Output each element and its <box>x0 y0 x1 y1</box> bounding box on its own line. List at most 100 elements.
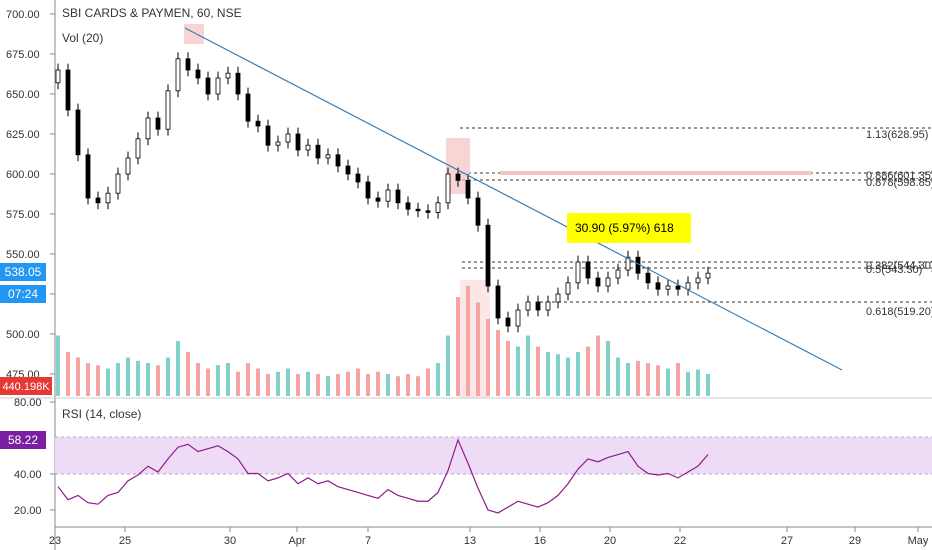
volume-bar <box>356 368 360 396</box>
volume-bar <box>126 357 130 396</box>
candle-body <box>345 165 351 175</box>
volume-bar <box>676 363 680 396</box>
symbol-title: SBI CARDS & PAYMEN, 60, NSE <box>62 6 242 20</box>
candle-body <box>375 197 381 202</box>
volume-bar <box>486 319 490 396</box>
time-axis-ticks[interactable]: 23 25 30 Apr 7 13 16 20 22 27 29 May <box>49 527 929 547</box>
time-tick-label: 22 <box>674 535 686 547</box>
volume-bar <box>286 368 290 396</box>
volume-bar <box>546 352 550 396</box>
volume-bar <box>176 341 180 396</box>
volume-bar <box>426 368 430 396</box>
volume-badge: 440.198K <box>0 377 52 395</box>
volume-bar <box>196 363 200 396</box>
volume-bar <box>526 335 530 396</box>
volume-bar <box>236 371 240 396</box>
time-tick-label: 29 <box>849 535 861 547</box>
candle-body <box>545 301 551 311</box>
candle-body <box>185 58 191 71</box>
candle-body <box>335 154 341 167</box>
volume-bar <box>596 335 600 396</box>
volume-bar <box>376 371 380 396</box>
candle-body <box>385 189 391 202</box>
candle-body <box>705 272 711 279</box>
candle-body <box>295 133 301 151</box>
rsi-label: RSI (14, close) <box>62 407 141 421</box>
rsi-value-badge: 58.22 <box>0 431 46 449</box>
price-tick-label: 625.00 <box>6 129 40 141</box>
trendline[interactable] <box>184 27 843 371</box>
volume-bar <box>626 363 630 396</box>
candle-body <box>685 282 691 290</box>
volume-bar <box>446 335 450 396</box>
measure-callout-text: 30.90 (5.97%) 618 <box>575 221 674 235</box>
candle-body <box>325 154 331 159</box>
candle-body <box>535 301 541 311</box>
highlight-box <box>184 24 204 44</box>
candle-body <box>165 90 171 130</box>
candle-body <box>505 317 511 327</box>
time-tick-label: 30 <box>224 535 236 547</box>
volume-bar <box>296 374 300 396</box>
time-tick-label: 13 <box>464 535 476 547</box>
rsi-band-fill <box>55 437 932 474</box>
candle-body <box>655 282 661 290</box>
candle-body <box>605 277 611 287</box>
fib-level-label: 0.618(519.20) <box>866 306 932 318</box>
candle-body <box>595 277 601 287</box>
volume-bar <box>166 357 170 396</box>
volume-bar <box>146 363 150 396</box>
time-tick-label: 16 <box>534 535 546 547</box>
candle-body <box>555 293 561 303</box>
price-axis-ticks[interactable]: 700.00 675.00 650.00 625.00 600.00 575.00 550.… <box>6 9 55 517</box>
volume-bar <box>516 346 520 396</box>
volume-bar <box>336 374 340 396</box>
candle-body <box>215 77 221 95</box>
price-tick-label: 675.00 <box>6 49 40 61</box>
candle-body <box>305 144 311 151</box>
candle-body <box>65 69 71 111</box>
candle-body <box>465 179 471 199</box>
price-tick-label: 600.00 <box>6 169 40 181</box>
volume-bar <box>106 368 110 396</box>
candle-body <box>145 117 151 140</box>
candle-body <box>255 120 261 127</box>
candle-body <box>665 285 671 290</box>
volume-bar <box>496 330 500 396</box>
price-tick-label: 650.00 <box>6 89 40 101</box>
candle-body <box>135 138 141 159</box>
measure-callout[interactable]: 30.90 (5.97%) 618 <box>567 213 691 243</box>
volume-bar <box>116 363 120 396</box>
volume-label: Vol (20) <box>62 31 103 45</box>
price-tick-label: 700.00 <box>6 9 40 21</box>
candle-body <box>485 224 491 287</box>
rsi-band <box>55 436 932 475</box>
candle-body <box>645 272 651 284</box>
volume-bar <box>86 363 90 396</box>
volume-bar <box>266 374 270 396</box>
candle-body <box>585 261 591 279</box>
fibonacci-levels[interactable]: 1.13(628.95) 0.886(601.35)0.878(598.85) 0.… <box>460 127 932 318</box>
rsi-line <box>57 438 709 514</box>
volume-bar <box>76 357 80 396</box>
fib-level-label: 0.878(598.85) <box>866 177 932 189</box>
svg-text:440.198K: 440.198K <box>2 381 50 393</box>
candle-body <box>235 72 241 95</box>
svg-text:58.22: 58.22 <box>8 433 38 447</box>
candle-body <box>695 277 701 284</box>
candle-body <box>475 197 481 226</box>
candles <box>55 52 711 333</box>
volume-bar <box>326 376 330 396</box>
rsi-tick-label: 20.00 <box>14 505 42 517</box>
volume-bar <box>656 365 660 396</box>
volume-bar <box>406 374 410 396</box>
candle-body <box>525 301 531 311</box>
volume-bar <box>606 341 610 396</box>
price-tick-label: 500.00 <box>6 329 40 341</box>
candle-body <box>575 261 581 284</box>
candle-body <box>275 141 281 146</box>
volume-bar <box>246 363 250 396</box>
highlight-box <box>460 280 490 398</box>
candle-body <box>125 157 131 175</box>
